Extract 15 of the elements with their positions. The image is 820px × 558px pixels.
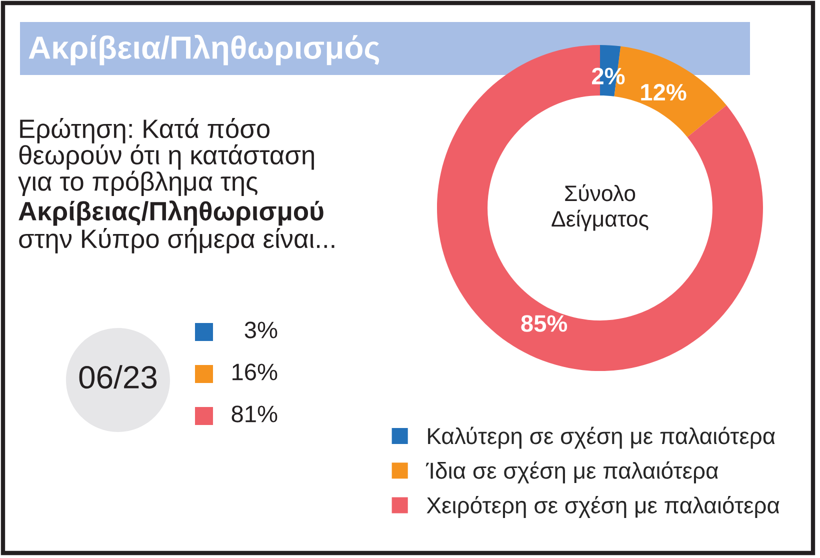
text: Ακρίβεια/Πληθωρισμός — [28, 34, 380, 66]
text: Ερώτηση: Κατά πόσο θεωρούν ότι η κατάσταση για το πρόβλημα της — [18, 118, 314, 196]
legend-label: Καλύτερη σε σχέση με παλαιότερα — [428, 426, 775, 449]
text: 06/23 — [79, 365, 157, 389]
data-label: 3% — [244, 322, 278, 338]
text: Ακρίβειας/Πληθωρισμού — [18, 200, 324, 226]
donut-slice — [437, 45, 763, 371]
data-label: 85% — [521, 315, 568, 332]
text: στην Κύπρο σήμερα είναι... — [19, 228, 334, 254]
data-label: 81% — [232, 406, 278, 422]
text: Σύνολο Δείγματος — [552, 184, 648, 232]
legend-label: Ίδια σε σχέση με παλαιότερα — [426, 461, 718, 484]
legend-label: Χειρότερη σε σχέση με παλαιότερα — [426, 496, 780, 518]
data-label: 16% — [232, 364, 278, 380]
data-label: 12% — [641, 84, 686, 101]
